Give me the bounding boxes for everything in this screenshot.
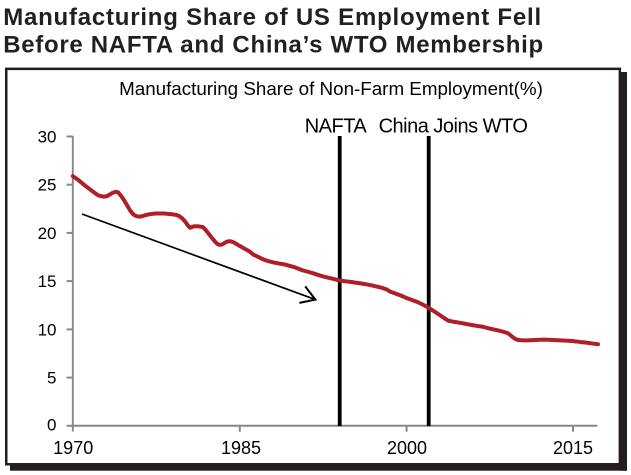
svg-text:2000: 2000 — [387, 438, 427, 458]
svg-text:20: 20 — [38, 224, 57, 243]
svg-text:15: 15 — [38, 272, 57, 291]
svg-text:0: 0 — [47, 416, 56, 435]
svg-text:Before NAFTA and China’s WTO M: Before NAFTA and China’s WTO Membership — [3, 31, 544, 58]
svg-text:25: 25 — [38, 176, 57, 195]
svg-text:NAFTA: NAFTA — [305, 116, 368, 138]
svg-text:1985: 1985 — [221, 438, 261, 458]
svg-text:2015: 2015 — [553, 438, 593, 458]
svg-text:10: 10 — [38, 320, 57, 339]
svg-text:China Joins WTO: China Joins WTO — [379, 116, 528, 138]
svg-text:30: 30 — [38, 128, 57, 147]
svg-text:5: 5 — [47, 369, 56, 388]
svg-text:Manufacturing Share of US Empl: Manufacturing Share of US Employment Fel… — [3, 4, 542, 31]
svg-text:1970: 1970 — [53, 438, 93, 458]
svg-text:Manufacturing Share of Non-Far: Manufacturing Share of Non-Farm Employme… — [119, 78, 543, 99]
